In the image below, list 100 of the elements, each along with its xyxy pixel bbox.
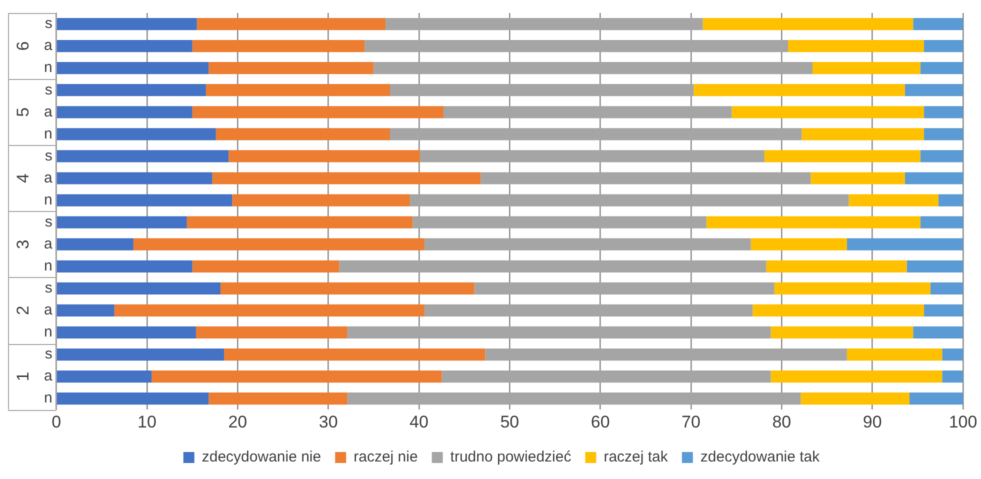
bar xyxy=(56,40,192,52)
bar xyxy=(347,392,801,405)
bar xyxy=(938,194,963,206)
x-tick-label: 100 xyxy=(948,412,978,432)
bar xyxy=(410,194,849,206)
bar xyxy=(802,128,924,140)
x-tick-label: 90 xyxy=(862,412,882,432)
bar xyxy=(694,84,905,96)
bar xyxy=(56,392,209,405)
text: 6 xyxy=(14,41,33,51)
x-tick-label: 80 xyxy=(772,412,792,432)
legend-label: raczej tak xyxy=(604,448,668,466)
bar xyxy=(906,260,963,272)
x-tick-label: 60 xyxy=(590,412,610,432)
bar xyxy=(186,216,413,228)
bar xyxy=(56,194,232,206)
bar xyxy=(920,216,963,228)
bar xyxy=(56,260,192,272)
bar xyxy=(904,172,963,184)
bar xyxy=(56,326,196,339)
bar xyxy=(56,150,229,162)
y-tick-label: s xyxy=(44,280,52,297)
bar xyxy=(800,392,910,405)
bar xyxy=(752,304,924,317)
bar xyxy=(56,282,220,294)
y-tick-label: s xyxy=(44,81,52,98)
bar xyxy=(412,216,706,228)
bar xyxy=(474,282,774,294)
bar xyxy=(485,348,847,361)
bar xyxy=(374,62,812,74)
bar xyxy=(390,128,802,140)
bar xyxy=(942,348,963,361)
y-tick-label: n xyxy=(44,324,52,341)
bar xyxy=(774,282,930,294)
bar xyxy=(339,260,766,272)
bar xyxy=(846,238,963,250)
bar xyxy=(702,18,914,30)
bar xyxy=(212,172,481,184)
x-tick-label: 40 xyxy=(410,412,428,432)
bar xyxy=(56,370,152,383)
x-tick-label: 10 xyxy=(138,412,156,432)
y-tick-label: a xyxy=(44,235,53,252)
text: 3 xyxy=(14,240,33,250)
text: 4 xyxy=(14,174,33,183)
bar xyxy=(424,304,753,317)
bar xyxy=(385,18,703,30)
bar xyxy=(208,62,374,74)
bar xyxy=(390,84,694,96)
bar xyxy=(732,106,924,118)
bar xyxy=(206,84,390,96)
bar xyxy=(56,238,134,250)
bar xyxy=(114,304,424,317)
bar xyxy=(766,260,907,272)
y-tick-label: a xyxy=(44,37,53,54)
legend-label: raczej nie xyxy=(354,448,418,466)
y-tick-label: s xyxy=(44,346,52,363)
bar xyxy=(443,106,732,118)
bar xyxy=(192,260,340,272)
x-tick-label: 70 xyxy=(682,412,700,432)
x-tick-label: 0 xyxy=(52,412,62,432)
bar xyxy=(196,326,348,339)
bar xyxy=(920,62,963,74)
x-tick-label: 20 xyxy=(228,412,248,432)
bar xyxy=(920,150,963,162)
bar xyxy=(56,18,197,30)
y-tick-label: s xyxy=(44,213,52,230)
bar xyxy=(133,238,424,250)
bar xyxy=(192,106,444,118)
bar xyxy=(846,348,942,361)
y-tick-label: s xyxy=(44,15,52,32)
text: 2 xyxy=(14,306,33,316)
text: 5 xyxy=(14,107,33,117)
bar xyxy=(224,348,486,361)
bar xyxy=(192,40,365,52)
bar xyxy=(364,40,788,52)
bar xyxy=(208,392,348,405)
bar xyxy=(930,282,963,294)
bar xyxy=(56,172,212,184)
bar xyxy=(788,40,924,52)
bar xyxy=(56,348,224,361)
bar xyxy=(770,370,942,383)
legend-label: trudno powiedzieć xyxy=(450,448,572,466)
legend-label: zdecydowanie nie xyxy=(202,448,322,466)
legend-label: zdecydowanie tak xyxy=(700,448,820,466)
x-tick-label: 30 xyxy=(318,412,338,432)
bar xyxy=(232,194,410,206)
bar xyxy=(910,392,963,405)
bar xyxy=(228,150,420,162)
y-tick-label: a xyxy=(44,103,53,120)
text: 1 xyxy=(14,372,33,382)
bar xyxy=(56,62,209,74)
y-tick-label: s xyxy=(44,147,52,164)
bar xyxy=(56,84,206,96)
bar xyxy=(56,106,192,118)
y-tick-label: n xyxy=(44,125,52,142)
bar xyxy=(706,216,920,228)
y-tick-label: a xyxy=(44,169,53,186)
bar xyxy=(442,370,771,383)
bar xyxy=(347,326,771,339)
bar xyxy=(420,150,764,162)
